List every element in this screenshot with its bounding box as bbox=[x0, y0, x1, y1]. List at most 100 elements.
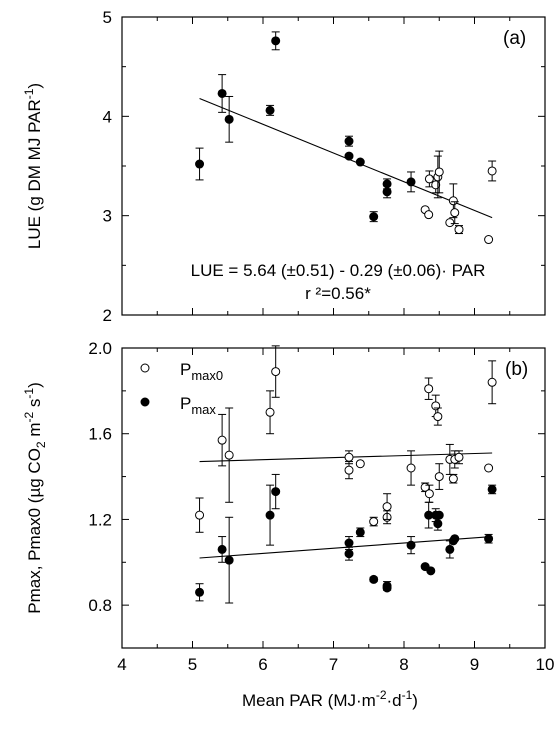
legend-label-pmax0-main: P bbox=[180, 360, 191, 379]
x-tick-label: 7 bbox=[329, 655, 338, 674]
filled-point-a bbox=[271, 36, 281, 46]
filled-point-b bbox=[433, 519, 443, 529]
y-tick-label: 1.2 bbox=[88, 510, 112, 529]
panel-b: 4 5 6 7 8 9 10 0.8 1.2 1.6 2.0 (b) Pmax0 Pmax Pmax… bbox=[22, 339, 554, 710]
filled-point-b bbox=[406, 540, 416, 550]
x-tick-label: 9 bbox=[470, 655, 479, 674]
open-point-b bbox=[224, 450, 234, 460]
filled-point-a bbox=[224, 114, 234, 124]
panel-a-y-title-close: ) bbox=[25, 83, 44, 89]
open-point-a bbox=[487, 166, 497, 176]
filled-point-a bbox=[217, 88, 227, 98]
legend-label-pmax-sub: max bbox=[191, 402, 216, 417]
open-point-a bbox=[434, 167, 444, 177]
filled-point-b bbox=[271, 487, 281, 497]
legend-marker-pmax0 bbox=[140, 363, 150, 373]
x-title-exp2: -1 bbox=[402, 688, 413, 702]
panel-b-y-title-close: ) bbox=[25, 382, 44, 388]
open-point-b bbox=[424, 384, 434, 394]
panel-b-y-title-exp1: -2 bbox=[22, 412, 36, 423]
filled-point-b bbox=[355, 527, 365, 537]
open-point-b bbox=[454, 452, 464, 462]
y-tick-label: 2 bbox=[103, 306, 112, 325]
panel-b-y-title-exp2: -1 bbox=[22, 388, 36, 399]
panel-b-marks bbox=[195, 345, 497, 604]
open-point-b bbox=[344, 452, 354, 462]
x-tick-label: 5 bbox=[188, 655, 197, 674]
panel-b-y-title-m: m bbox=[25, 423, 44, 442]
filled-point-a bbox=[195, 159, 205, 169]
filled-point-a bbox=[265, 105, 275, 115]
legend-marker-pmax bbox=[140, 397, 150, 407]
open-point-b bbox=[382, 502, 392, 512]
filled-point-b bbox=[265, 510, 275, 520]
y-tick-label: 2.0 bbox=[88, 339, 112, 358]
filled-point-b bbox=[224, 555, 234, 565]
panel-b-label: (b) bbox=[505, 359, 528, 380]
open-point-b bbox=[433, 412, 443, 422]
panel-a-y-title-exp: -1 bbox=[22, 88, 36, 99]
x-tick-label: 8 bbox=[399, 655, 408, 674]
filled-point-b bbox=[426, 566, 436, 576]
open-point-b bbox=[484, 463, 494, 473]
y-tick-label: 5 bbox=[103, 8, 112, 27]
filled-point-b bbox=[195, 587, 205, 597]
panel-a-r-squared: r ²=0.56* bbox=[305, 284, 371, 303]
open-point-b bbox=[217, 435, 227, 445]
panel-a-y-axis-title: LUE (g DM MJ PAR-1) bbox=[22, 83, 44, 249]
filled-point-b bbox=[445, 544, 455, 554]
open-point-b bbox=[369, 517, 379, 527]
panel-b-y-title-s: s bbox=[25, 399, 44, 412]
open-point-b bbox=[271, 367, 281, 377]
open-point-b bbox=[448, 474, 458, 484]
y-tick-label: 3 bbox=[103, 207, 112, 226]
filled-point-a bbox=[369, 212, 379, 222]
x-tick-label: 6 bbox=[258, 655, 267, 674]
filled-point-b bbox=[344, 538, 354, 548]
open-point-b bbox=[265, 407, 275, 417]
y-tick-label: 1.6 bbox=[88, 425, 112, 444]
filled-point-b bbox=[434, 510, 444, 520]
open-point-a bbox=[484, 235, 494, 245]
y-tick-label: 0.8 bbox=[88, 596, 112, 615]
y-tick-label: 4 bbox=[103, 107, 112, 126]
open-point-b bbox=[424, 489, 434, 499]
panel-a-y-title-main: LUE (g DM MJ PAR bbox=[25, 99, 44, 249]
panel-a-equation: LUE = 5.64 (±0.51) - 0.29 (±0.06)· PAR bbox=[191, 261, 486, 280]
open-point-b bbox=[355, 459, 365, 469]
filled-point-b bbox=[382, 581, 392, 591]
x-title-exp1: -2 bbox=[376, 688, 387, 702]
legend-label-pmax0-sub: max0 bbox=[191, 368, 223, 383]
filled-point-a bbox=[355, 157, 365, 167]
panel-b-y-axis-title: Pmax, Pmax0 (µg CO2 m-2 s-1) bbox=[22, 382, 48, 614]
open-point-a bbox=[431, 180, 441, 190]
x-tick-label: 10 bbox=[536, 655, 555, 674]
panel-a-ticks: 2 3 4 5 bbox=[103, 8, 546, 325]
open-point-a bbox=[424, 210, 434, 220]
open-point-a bbox=[445, 218, 455, 228]
x-title-main: Mean PAR (MJ·m bbox=[242, 691, 376, 710]
x-axis-title: Mean PAR (MJ·m-2·d-1) bbox=[242, 688, 418, 710]
open-point-a bbox=[450, 208, 460, 218]
x-title-close: ) bbox=[412, 691, 418, 710]
filled-point-b bbox=[217, 544, 227, 554]
filled-point-a bbox=[406, 177, 416, 187]
legend-label-pmax-main: P bbox=[180, 394, 191, 413]
filled-point-b bbox=[344, 549, 354, 559]
panel-b-ticks: 4 5 6 7 8 9 10 0.8 1.2 1.6 2.0 bbox=[88, 339, 554, 674]
filled-point-b bbox=[450, 534, 460, 544]
open-point-b bbox=[344, 465, 354, 475]
open-point-b bbox=[406, 463, 416, 473]
filled-point-b bbox=[484, 534, 494, 544]
panel-b-y-title-main: Pmax, Pmax0 (µg CO bbox=[25, 448, 44, 614]
panel-a-marks bbox=[195, 31, 497, 245]
filled-point-b bbox=[369, 574, 379, 584]
open-point-a bbox=[454, 225, 464, 235]
x-title-mid: ·d bbox=[387, 691, 402, 710]
legend: Pmax0 Pmax bbox=[140, 360, 223, 417]
filled-point-b bbox=[487, 484, 497, 494]
open-point-a bbox=[424, 174, 434, 184]
x-tick-label: 4 bbox=[117, 655, 126, 674]
open-point-b bbox=[487, 377, 497, 387]
